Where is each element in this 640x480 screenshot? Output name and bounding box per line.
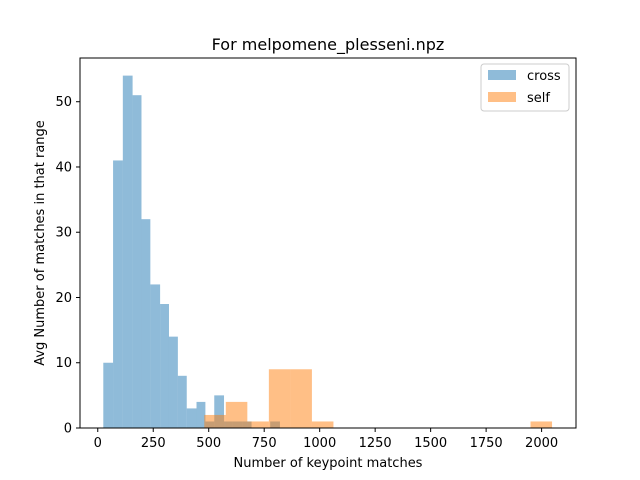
histogram-bar-cross-9	[186, 408, 197, 428]
x-tick-label: 750	[252, 436, 277, 451]
histogram-bar-self-3	[268, 369, 291, 428]
legend-swatch-self	[488, 92, 516, 102]
x-tick-label: 2000	[525, 436, 558, 451]
x-tick-label: 1750	[470, 436, 503, 451]
histogram-bar-cross-4	[141, 219, 151, 428]
x-axis-label: Number of keypoint matches	[234, 456, 423, 471]
histogram-bar-cross-6	[160, 304, 169, 428]
legend-label-self: self	[527, 91, 550, 106]
x-tick-label: 1000	[303, 436, 336, 451]
y-tick-label: 0	[64, 422, 72, 437]
legend: cross self	[480, 63, 570, 112]
histogram-bar-cross-12	[214, 395, 225, 428]
histogram-bar-cross-1	[113, 160, 123, 428]
histogram-bar-self-6	[530, 421, 553, 428]
x-tick-label: 1500	[414, 436, 447, 451]
chart-title: For melpomene_plesseni.npz	[212, 35, 445, 55]
histogram-bar-cross-0	[103, 362, 114, 428]
y-tick-label: 30	[55, 226, 72, 241]
plot-frame	[79, 57, 577, 429]
histogram-bar-self-1	[225, 401, 248, 428]
histogram-bar-self-5	[311, 421, 334, 428]
y-axis-label: Avg Number of matches in that range	[33, 120, 48, 366]
x-tick-label: 500	[196, 436, 221, 451]
histogram-bar-cross-5	[150, 284, 161, 428]
histogram-bar-cross-3	[132, 95, 142, 428]
x-tick-label: 1250	[359, 436, 392, 451]
histogram-bar-cross-10	[196, 401, 206, 428]
legend-label-cross: cross	[527, 69, 561, 84]
x-tick-label: 0	[94, 436, 102, 451]
histogram-bar-cross-8	[177, 375, 187, 428]
y-tick-label: 40	[55, 160, 72, 175]
histogram-bar-cross-7	[168, 336, 178, 428]
y-axis-ticks: 0 10 20 30 40 50	[55, 95, 80, 437]
y-tick-label: 50	[55, 95, 72, 110]
bars-layer	[103, 75, 553, 429]
legend-swatch-cross	[488, 70, 516, 80]
y-tick-label: 10	[55, 356, 72, 371]
histogram-bar-self-0	[204, 414, 226, 428]
y-tick-label: 20	[55, 291, 72, 306]
x-tick-label: 250	[141, 436, 166, 451]
histogram-bar-cross-2	[122, 75, 133, 429]
histogram-bar-self-2	[247, 421, 269, 428]
histogram-bar-self-4	[290, 369, 312, 428]
x-axis-ticks: 0 250 500 750 1000 1250 1500 1750 2000	[94, 428, 558, 451]
